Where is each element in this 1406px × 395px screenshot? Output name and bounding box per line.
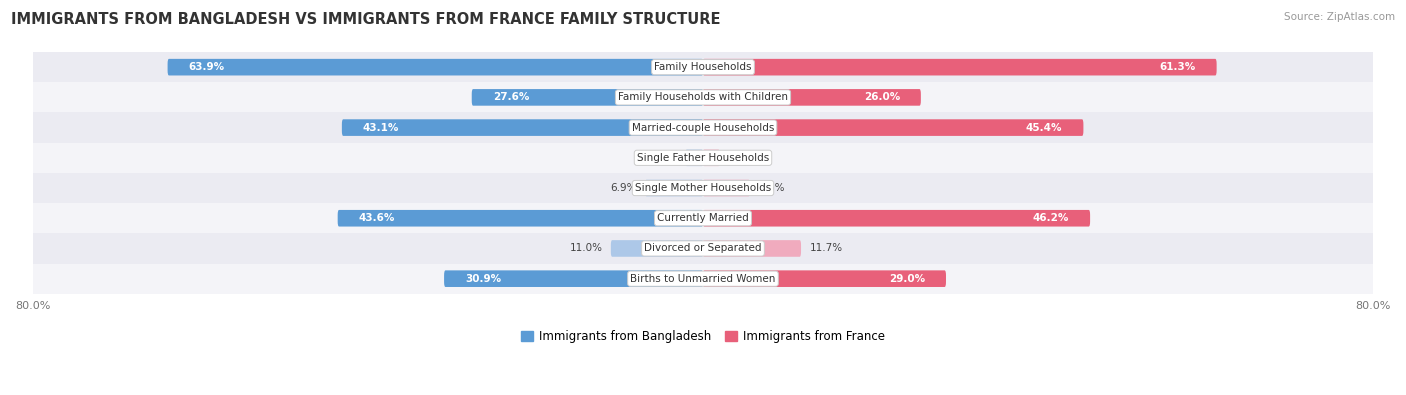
Legend: Immigrants from Bangladesh, Immigrants from France: Immigrants from Bangladesh, Immigrants f…	[522, 330, 884, 343]
FancyBboxPatch shape	[610, 240, 703, 257]
Bar	[32, 82, 1374, 113]
FancyBboxPatch shape	[703, 240, 801, 257]
Bar	[32, 143, 1374, 173]
Text: 43.6%: 43.6%	[359, 213, 395, 223]
FancyBboxPatch shape	[337, 210, 703, 227]
Text: 26.0%: 26.0%	[863, 92, 900, 102]
Bar	[32, 173, 1374, 203]
Text: 30.9%: 30.9%	[465, 274, 501, 284]
FancyBboxPatch shape	[703, 89, 921, 106]
FancyBboxPatch shape	[472, 89, 703, 106]
FancyBboxPatch shape	[645, 180, 703, 196]
Text: Source: ZipAtlas.com: Source: ZipAtlas.com	[1284, 12, 1395, 22]
Text: 2.1%: 2.1%	[651, 153, 678, 163]
Text: Births to Unmarried Women: Births to Unmarried Women	[630, 274, 776, 284]
Text: 2.0%: 2.0%	[728, 153, 755, 163]
Text: Single Father Households: Single Father Households	[637, 153, 769, 163]
Text: 11.0%: 11.0%	[569, 243, 602, 254]
Bar	[32, 233, 1374, 263]
FancyBboxPatch shape	[167, 59, 703, 75]
Text: Married-couple Households: Married-couple Households	[631, 122, 775, 133]
Text: 46.2%: 46.2%	[1033, 213, 1069, 223]
Bar	[32, 52, 1374, 82]
Text: Single Mother Households: Single Mother Households	[636, 183, 770, 193]
FancyBboxPatch shape	[703, 119, 1084, 136]
Text: 6.9%: 6.9%	[610, 183, 637, 193]
FancyBboxPatch shape	[342, 119, 703, 136]
Text: 5.6%: 5.6%	[758, 183, 785, 193]
Text: 27.6%: 27.6%	[492, 92, 529, 102]
FancyBboxPatch shape	[703, 59, 1216, 75]
Text: Divorced or Separated: Divorced or Separated	[644, 243, 762, 254]
Text: Family Households: Family Households	[654, 62, 752, 72]
FancyBboxPatch shape	[685, 149, 703, 166]
FancyBboxPatch shape	[703, 270, 946, 287]
FancyBboxPatch shape	[703, 149, 720, 166]
Text: IMMIGRANTS FROM BANGLADESH VS IMMIGRANTS FROM FRANCE FAMILY STRUCTURE: IMMIGRANTS FROM BANGLADESH VS IMMIGRANTS…	[11, 12, 721, 27]
Text: 43.1%: 43.1%	[363, 122, 399, 133]
FancyBboxPatch shape	[444, 270, 703, 287]
Bar	[32, 203, 1374, 233]
Bar	[32, 263, 1374, 294]
Text: Currently Married: Currently Married	[657, 213, 749, 223]
Text: 63.9%: 63.9%	[188, 62, 225, 72]
FancyBboxPatch shape	[703, 210, 1090, 227]
Bar	[32, 113, 1374, 143]
Text: 11.7%: 11.7%	[810, 243, 842, 254]
Text: 45.4%: 45.4%	[1026, 122, 1063, 133]
FancyBboxPatch shape	[703, 180, 749, 196]
Text: 29.0%: 29.0%	[889, 274, 925, 284]
Text: Family Households with Children: Family Households with Children	[619, 92, 787, 102]
Text: 61.3%: 61.3%	[1160, 62, 1195, 72]
